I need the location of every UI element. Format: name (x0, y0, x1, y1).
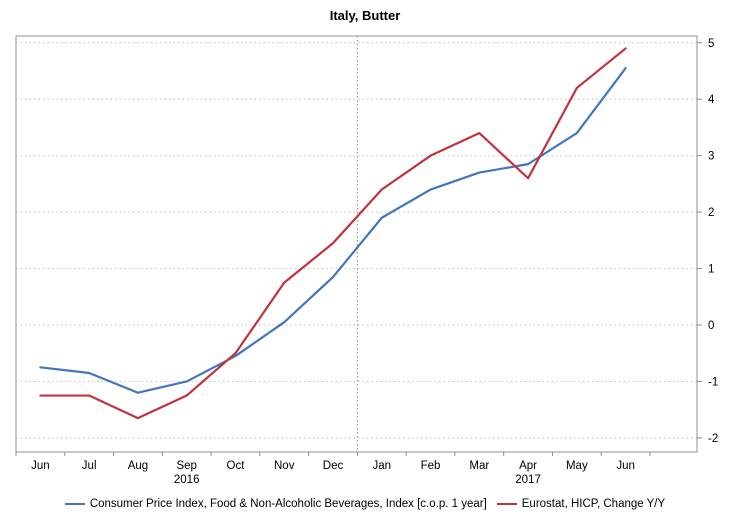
month-label: May (566, 460, 588, 472)
y-tick-label: 3 (708, 151, 714, 163)
month-label: Jul (82, 460, 97, 472)
year-label: 2016 (174, 474, 200, 486)
year-label: 2017 (515, 474, 541, 486)
chart-title: Italy, Butter (329, 8, 401, 23)
month-label: Feb (421, 460, 441, 472)
month-label: Apr (519, 460, 537, 472)
month-label: Mar (469, 460, 489, 472)
legend-item-cpi: Consumer Price Index, Food & Non-Alcohol… (64, 498, 487, 510)
cpi-series-line (39, 67, 627, 394)
month-label: Aug (128, 460, 148, 472)
hicp-line-swatch (496, 503, 517, 505)
y-tick-label: 0 (708, 320, 714, 332)
y-tick-label: -1 (708, 376, 718, 388)
hicp-series-line (39, 47, 627, 420)
y-tick-label: -2 (708, 433, 718, 445)
y-tick-label: 1 (708, 264, 714, 276)
month-label: Oct (227, 460, 246, 472)
cpi-line-swatch (64, 503, 85, 505)
legend-item-hicp: Eurostat, HICP, Change Y/Y (496, 498, 666, 510)
legend-label-hicp: Eurostat, HICP, Change Y/Y (521, 498, 666, 510)
legend-label-cpi: Consumer Price Index, Food & Non-Alcohol… (89, 498, 487, 510)
y-tick-label: 5 (708, 38, 714, 50)
month-label: Jun (31, 460, 50, 472)
month-label: Jan (372, 460, 391, 472)
y-tick-label: 2 (708, 207, 714, 219)
legend: Consumer Price Index, Food & Non-Alcohol… (0, 498, 730, 510)
month-label: Sep (176, 460, 196, 472)
month-label: Jun (616, 460, 635, 472)
month-label: Nov (274, 460, 295, 472)
y-tick-label: 4 (708, 94, 715, 106)
plot-frame (15, 35, 698, 453)
month-label: Dec (323, 460, 344, 472)
